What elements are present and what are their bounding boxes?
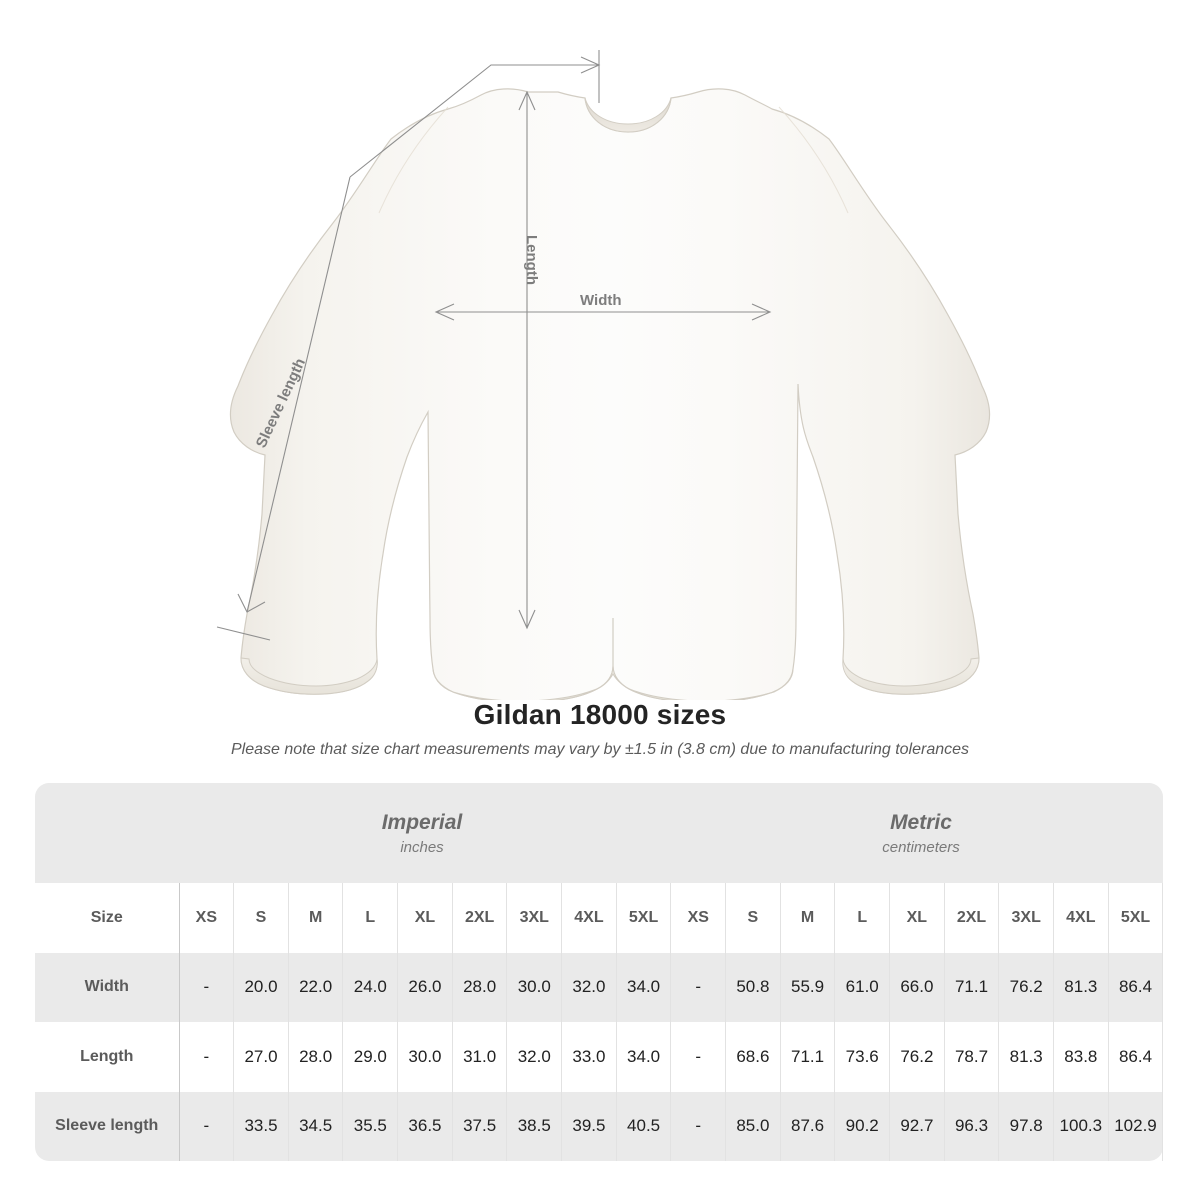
svg-text:Length: Length [523,235,540,285]
svg-text:Width: Width [580,292,622,309]
